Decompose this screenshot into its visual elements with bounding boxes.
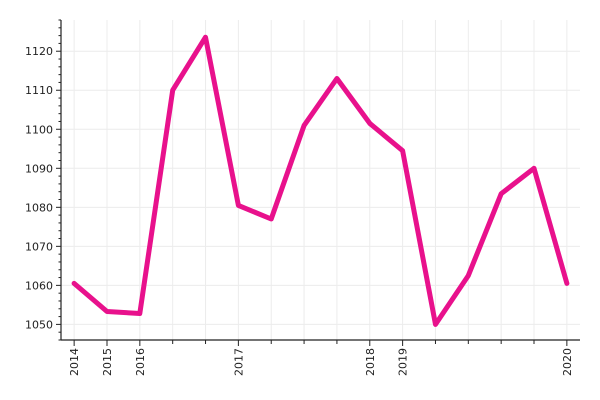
y-tick-label: 1080 xyxy=(25,201,53,214)
y-tick-label: 1120 xyxy=(25,45,53,58)
y-tick-label: 1090 xyxy=(25,162,53,175)
y-axis-ticks: 1050 1060 1070 1080 1090 1100 1110 1120 xyxy=(25,19,61,341)
x-tick-label: 2020 xyxy=(561,348,574,376)
x-tick-label: 2015 xyxy=(101,348,114,376)
y-tick-label: 1100 xyxy=(25,123,53,136)
axes xyxy=(60,20,580,341)
x-tick-label: 2019 xyxy=(397,348,410,376)
x-tick-label: 2014 xyxy=(68,348,81,376)
y-tick-label: 1110 xyxy=(25,84,53,97)
x-axis-ticks: 2014 2015 2016 2017 2018 2019 2020 xyxy=(68,340,574,376)
y-tick-label: 1070 xyxy=(25,240,53,253)
series-group xyxy=(71,34,570,327)
x-tick-label: 2018 xyxy=(364,348,377,376)
y-tick-label: 1060 xyxy=(25,279,53,292)
y-tick-label: 1050 xyxy=(25,318,53,331)
series-line xyxy=(71,34,570,327)
x-tick-label: 2016 xyxy=(134,348,147,376)
x-tick-label: 2017 xyxy=(232,348,245,376)
gridlines xyxy=(61,20,580,340)
